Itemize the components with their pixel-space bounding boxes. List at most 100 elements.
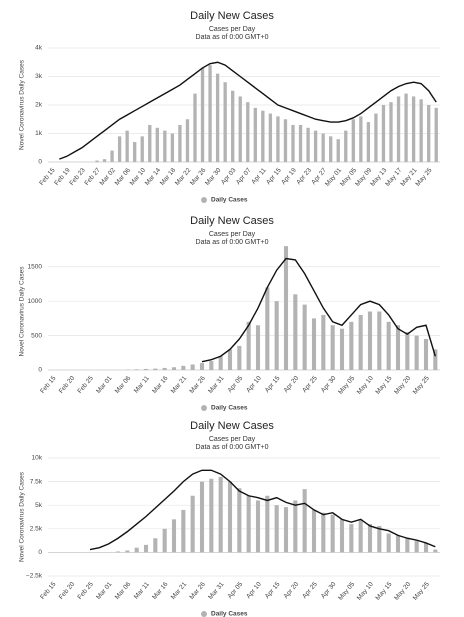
bar xyxy=(386,533,391,553)
bar xyxy=(321,314,326,370)
y-tick-label: 2.5k xyxy=(30,526,43,533)
bar xyxy=(311,509,317,553)
trend-line xyxy=(59,61,437,160)
bar xyxy=(227,481,233,553)
y-tick-label: 1k xyxy=(35,130,43,137)
x-tick-label: May 10 xyxy=(356,375,375,396)
bar xyxy=(293,500,298,553)
bar xyxy=(374,113,378,162)
bar xyxy=(302,304,307,370)
y-tick-label: 0 xyxy=(38,159,42,166)
x-tick-label: Mar 01 xyxy=(95,375,114,395)
bar xyxy=(110,150,114,162)
y-axis-label: Novel Coronavirus Daily Cases xyxy=(19,266,26,357)
bar xyxy=(143,544,149,553)
bar xyxy=(143,368,149,370)
x-tick-label: May 15 xyxy=(374,581,393,602)
bar xyxy=(359,116,363,162)
chart-subtitle: Data as of 0:00 GMT+0 xyxy=(196,34,269,41)
bar xyxy=(344,130,348,162)
bar xyxy=(386,321,391,370)
legend-label: Daily Cases xyxy=(211,611,248,617)
y-tick-label: 5k xyxy=(35,502,43,509)
bar xyxy=(349,321,354,370)
bar xyxy=(274,505,279,553)
x-tick-label: Apr 25 xyxy=(301,375,319,394)
chart-subtitle: Cases per Day xyxy=(209,26,256,33)
bar xyxy=(358,314,363,370)
bar xyxy=(209,478,214,553)
bar xyxy=(140,136,144,162)
x-tick-label: Feb 20 xyxy=(58,375,77,395)
bar xyxy=(381,105,386,162)
x-tick-label: Mar 06 xyxy=(114,581,133,601)
bar xyxy=(395,325,401,370)
bar xyxy=(329,136,333,162)
x-tick-label: Apr 10 xyxy=(245,375,263,394)
x-tick-label: May 25 xyxy=(414,167,433,188)
x-tick-label: Apr 30 xyxy=(320,581,338,600)
x-tick-label: Apr 23 xyxy=(295,167,313,186)
bar xyxy=(199,481,205,553)
chart-title: Daily New Cases xyxy=(190,420,274,432)
bar xyxy=(427,105,431,162)
bar xyxy=(283,119,288,162)
x-tick-label: Mar 21 xyxy=(170,375,189,395)
x-tick-label: Apr 10 xyxy=(245,581,263,600)
bar xyxy=(339,328,345,370)
y-axis-label: Novel Coronavirus Daily Cases xyxy=(19,59,26,150)
bar xyxy=(171,367,177,370)
y-tick-label: 0 xyxy=(38,367,42,374)
bar xyxy=(414,541,419,553)
legend-marker xyxy=(201,197,207,203)
bar xyxy=(311,318,317,370)
bar xyxy=(155,127,159,162)
bar xyxy=(265,287,270,370)
chart-title: Daily New Cases xyxy=(190,215,274,227)
x-tick-label: Mar 26 xyxy=(188,375,207,395)
x-tick-label: Mar 21 xyxy=(170,581,189,601)
bar xyxy=(298,124,303,162)
bar xyxy=(162,367,167,370)
x-tick-label: Mar 16 xyxy=(151,375,170,395)
x-tick-label: Feb 20 xyxy=(58,581,77,601)
bar xyxy=(199,363,205,370)
x-tick-label: Feb 15 xyxy=(39,581,58,601)
chart-subtitle: Cases per Day xyxy=(209,231,256,238)
bar xyxy=(200,67,205,162)
x-tick-label: Mar 31 xyxy=(207,375,226,395)
x-tick-label: Apr 05 xyxy=(227,375,245,394)
bar xyxy=(215,73,220,162)
bar xyxy=(134,547,139,553)
bar xyxy=(153,538,158,553)
bar xyxy=(414,335,419,370)
x-tick-label: Mar 11 xyxy=(133,375,151,395)
bar xyxy=(190,364,195,370)
bar xyxy=(313,130,318,162)
legend-label: Daily Cases xyxy=(211,197,248,204)
x-tick-label: Apr 30 xyxy=(320,375,338,394)
bar xyxy=(330,325,335,370)
bar xyxy=(246,321,251,370)
bar xyxy=(321,512,326,553)
chart-subtitle: Data as of 0:00 GMT+0 xyxy=(196,444,269,451)
bar xyxy=(163,130,167,162)
bar xyxy=(433,549,438,553)
x-tick-label: May 25 xyxy=(412,375,431,396)
bar xyxy=(102,159,107,162)
bar xyxy=(148,124,152,162)
x-tick-label: Apr 05 xyxy=(227,581,245,600)
x-tick-label: Apr 19 xyxy=(280,167,298,186)
bar xyxy=(265,495,270,553)
bar xyxy=(190,495,195,553)
bar xyxy=(153,368,158,370)
chart-subtitle: Cases per Day xyxy=(209,436,256,443)
x-tick-label: Mar 30 xyxy=(204,167,223,187)
x-tick-label: Mar 16 xyxy=(151,581,170,601)
x-tick-label: Feb 15 xyxy=(39,375,58,395)
bar xyxy=(358,519,363,553)
x-tick-label: Apr 15 xyxy=(264,375,282,394)
bar xyxy=(276,116,280,162)
bar xyxy=(433,349,438,370)
bar xyxy=(321,133,325,162)
